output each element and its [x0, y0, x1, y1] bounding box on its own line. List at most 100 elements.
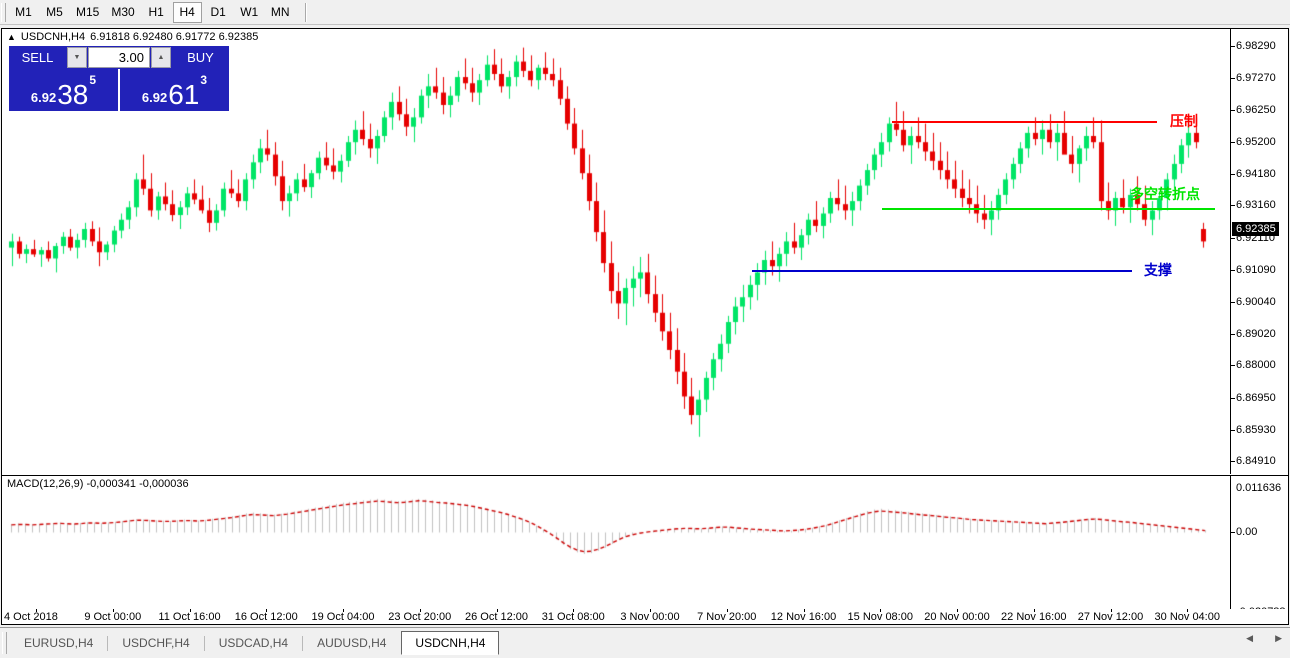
- sell-price-display[interactable]: 6.92 38 5: [9, 69, 118, 111]
- current-price-tag: 6.92385: [1232, 222, 1279, 237]
- support-line[interactable]: [752, 269, 1132, 272]
- price-axis-label: 6.98290: [1236, 40, 1276, 53]
- chart-symbol-label: USDCNH,H4: [20, 31, 86, 43]
- timeframe-button-m15[interactable]: M15: [76, 5, 100, 19]
- timeframe-button-h4[interactable]: H4: [172, 1, 202, 23]
- time-axis-tick: [1110, 609, 1112, 612]
- volume-control: ▼ 3.00 ▲: [66, 46, 172, 69]
- price-axis-label: 6.85930: [1236, 423, 1276, 436]
- price-axis-tick: [1231, 398, 1235, 400]
- price-axis-label: 6.89020: [1236, 327, 1276, 340]
- time-axis[interactable]: 4 Oct 2018 9 Oct 00:00 11 Oct 16:00 16 Oct …: [1, 609, 1289, 625]
- time-axis-label: 12 Nov 16:00: [770, 611, 837, 623]
- tab-divider: [203, 635, 205, 651]
- time-axis-label: 3 Nov 00:00: [620, 611, 680, 623]
- chart-title: ▲ USDCNH,H4 6.91818 6.92480 6.91772 6.92…: [7, 31, 258, 43]
- chart-tab-usdchf[interactable]: USDCHF,H4: [122, 636, 190, 650]
- buy-button[interactable]: BUY: [172, 46, 229, 69]
- price-axis-tick: [1231, 205, 1235, 207]
- chart-tab-usdcad[interactable]: USDCAD,H4: [218, 636, 289, 650]
- timeframe-button-m30[interactable]: M30: [111, 5, 135, 19]
- turning-point-line[interactable]: [882, 207, 1215, 210]
- sell-button[interactable]: SELL: [9, 46, 66, 69]
- volume-increment-icon[interactable]: ▲: [151, 47, 171, 68]
- timeframe-button-m5[interactable]: M5: [46, 5, 63, 19]
- time-axis-label: 31 Oct 08:00: [541, 611, 605, 623]
- price-axis-tick: [1231, 46, 1235, 48]
- resistance-line[interactable]: [892, 121, 1157, 124]
- time-axis-label: 15 Nov 08:00: [847, 611, 913, 623]
- price-axis-label: 6.90040: [1236, 296, 1276, 309]
- scroll-right-icon[interactable]: ▶: [1275, 633, 1282, 643]
- timeframe-button-w1[interactable]: W1: [240, 5, 259, 19]
- price-axis-tick: [1231, 238, 1235, 239]
- price-axis[interactable]: 6.98290 6.97270 6.96250 6.95200 6.94180 6.931…: [1230, 29, 1288, 474]
- price-axis-label: 6.93160: [1236, 199, 1276, 212]
- time-axis-label: 4 Oct 2018: [4, 611, 58, 623]
- time-axis-tick: [189, 609, 191, 612]
- timeframe-button-m1[interactable]: M1: [15, 5, 32, 19]
- tab-bar-grip[interactable]: [2, 632, 7, 654]
- time-axis-tick: [1187, 609, 1189, 612]
- volume-decrement-icon[interactable]: ▼: [67, 47, 87, 68]
- time-axis-tick: [496, 609, 498, 612]
- time-axis-tick: [1033, 609, 1035, 612]
- time-axis-tick: [573, 609, 575, 612]
- scroll-left-icon[interactable]: ◀: [1246, 633, 1254, 643]
- macd-canvas[interactable]: [2, 476, 1230, 623]
- resistance-label: 压制: [1170, 114, 1198, 131]
- toolbar-grip[interactable]: [1, 2, 6, 22]
- timeframe-button-h1[interactable]: H1: [148, 5, 164, 19]
- triangle-up-icon[interactable]: ▲: [7, 31, 16, 42]
- time-axis-label: 27 Nov 12:00: [1077, 611, 1144, 623]
- time-axis-label: 30 Nov 04:00: [1154, 611, 1220, 623]
- time-axis-tick: [343, 609, 344, 612]
- volume-input[interactable]: 3.00: [88, 47, 150, 68]
- sell-pips: 38: [57, 79, 89, 110]
- price-axis-tick: [1231, 142, 1235, 144]
- turning-point-label: 多空转折点: [1130, 186, 1200, 203]
- time-axis-label: 11 Oct 16:00: [158, 611, 221, 623]
- trade-panel-price-row: 6.92 38 5 6.92 61 3: [9, 69, 229, 111]
- time-axis-tick: [650, 609, 651, 612]
- time-axis-label: 9 Oct 00:00: [84, 611, 142, 623]
- price-axis-label: 6.88000: [1236, 359, 1276, 372]
- buy-pips: 61: [168, 79, 200, 110]
- time-axis-tick: [419, 609, 421, 612]
- one-click-trading-panel: SELL ▼ 3.00 ▲ BUY 6.92 38 5 6.92: [9, 46, 229, 111]
- macd-title: MACD(12,26,9) -0,000341 -0,000036: [7, 478, 189, 490]
- chart-tab-audusd[interactable]: AUDUSD,H4: [317, 636, 387, 650]
- chart-tab-bar: EURUSD,H4 USDCHF,H4 USDCAD,H4 AUDUSD,H4 USDC…: [0, 627, 1290, 658]
- chart-tab-eurusd[interactable]: EURUSD,H4: [24, 636, 94, 650]
- tab-divider: [107, 635, 109, 651]
- price-axis-label: 6.91090: [1236, 263, 1276, 276]
- time-axis-label: 20 Nov 00:00: [924, 611, 990, 623]
- time-axis-tick: [36, 609, 37, 612]
- time-axis-tick: [957, 609, 958, 612]
- timeframe-button-mn[interactable]: MN: [270, 5, 290, 19]
- macd-axis-label: 0.00: [1236, 526, 1258, 539]
- time-axis-label: 22 Nov 16:00: [1001, 611, 1067, 623]
- price-axis-tick: [1231, 173, 1235, 175]
- price-axis-label: 6.95200: [1236, 136, 1276, 149]
- macd-pane[interactable]: MACD(12,26,9) -0,000341 -0,000036 0.0116…: [2, 475, 1288, 623]
- price-axis-label: 6.97270: [1236, 71, 1276, 84]
- price-axis-label: 6.84910: [1236, 455, 1276, 468]
- buy-price-display[interactable]: 6.92 61 3: [120, 69, 229, 111]
- time-axis-label: 7 Nov 20:00: [697, 611, 757, 623]
- price-axis-tick: [1231, 269, 1235, 271]
- price-axis-tick: [1231, 109, 1235, 111]
- buy-fraction: 3: [200, 73, 208, 87]
- time-axis-tick: [880, 609, 882, 612]
- time-axis-label: 23 Oct 20:00: [388, 611, 452, 623]
- chart-frame: 压制 多空转折点 支撑 ▲ USDCNH,H4 6.91818 6.92480 6.…: [1, 28, 1289, 624]
- tab-scroll-controls: ◀ ▶: [1246, 633, 1282, 644]
- chart-tab-usdcnh[interactable]: USDCNH,H4: [401, 631, 500, 655]
- time-axis-tick: [803, 609, 805, 612]
- price-pane[interactable]: 压制 多空转折点 支撑 ▲ USDCNH,H4 6.91818 6.92480 6.…: [2, 29, 1288, 474]
- timeframe-button-d1[interactable]: D1: [210, 5, 226, 19]
- timeframe-toolbar: M1 M5 M15 M30 H1 H4 D1 W1 MN: [0, 0, 1290, 25]
- price-axis-label: 6.96250: [1236, 103, 1276, 116]
